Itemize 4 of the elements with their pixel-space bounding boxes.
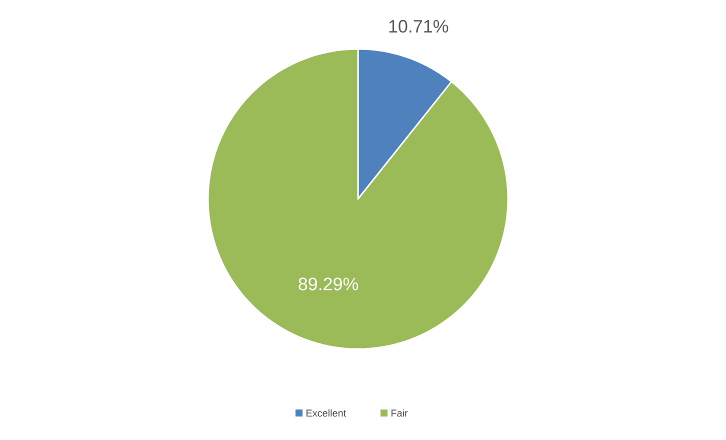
legend-label: Excellent [306, 409, 346, 417]
data-label: 10.71% [389, 20, 448, 33]
data-label: 89.29% [298, 278, 358, 290]
legend-label: Fair [392, 409, 408, 417]
